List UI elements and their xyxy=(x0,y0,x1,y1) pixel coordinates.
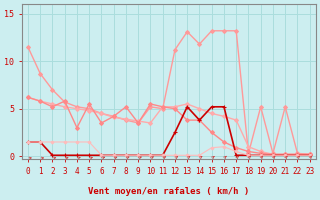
X-axis label: Vent moyen/en rafales ( km/h ): Vent moyen/en rafales ( km/h ) xyxy=(88,187,250,196)
